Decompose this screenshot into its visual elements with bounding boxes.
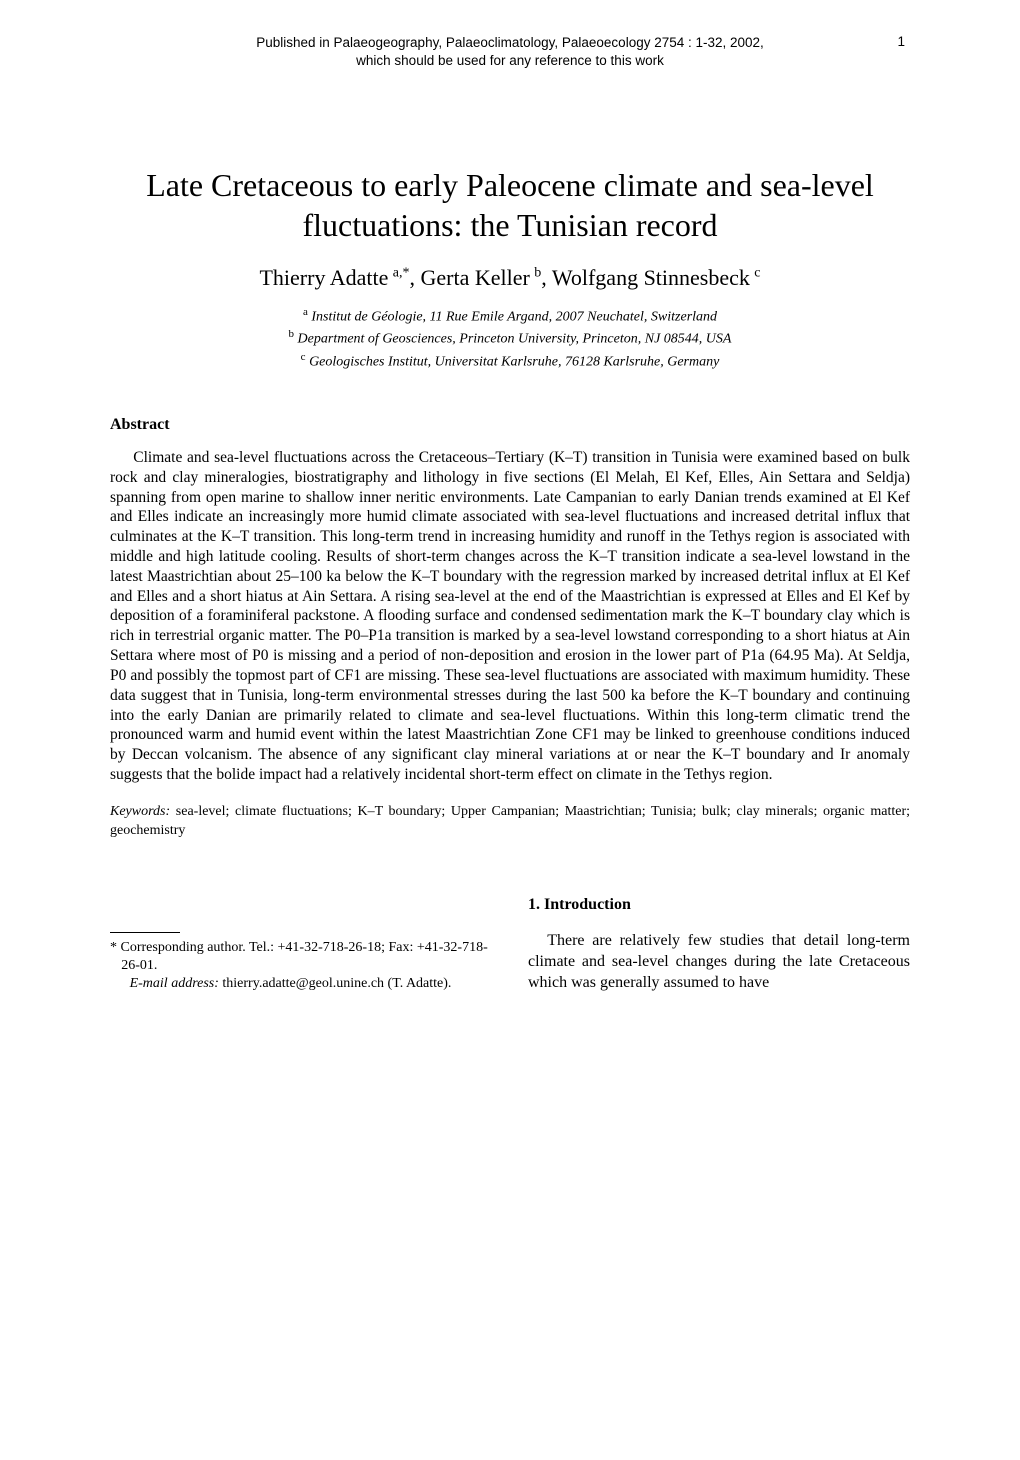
affiliation: a Institut de Géologie, 11 Rue Emile Arg… (110, 305, 910, 327)
left-column: * Corresponding author. Tel.: +41-32-718… (110, 895, 492, 994)
right-column: 1. Introduction There are relatively few… (528, 895, 910, 994)
email-label: E-mail address: (130, 976, 219, 991)
author-mark: a,* (393, 266, 410, 281)
body-columns: * Corresponding author. Tel.: +41-32-718… (110, 895, 910, 994)
keywords: Keywords: sea-level; climate fluctuation… (110, 803, 910, 841)
author-mark: b (534, 266, 541, 281)
publication-header-line2: which should be used for any reference t… (110, 52, 910, 70)
author-name: Gerta Keller (421, 265, 530, 290)
affiliation-text: Geologisches Institut, Universitat Karls… (309, 354, 719, 369)
publication-header-line1: Published in Palaeogeography, Palaeoclim… (110, 34, 910, 52)
email-footnote: E-mail address: thierry.adatte@geol.unin… (110, 975, 492, 993)
introduction-heading: 1. Introduction (528, 895, 910, 915)
keywords-label: Keywords: (110, 804, 170, 819)
abstract-section: Abstract Climate and sea-level fluctuati… (110, 416, 910, 785)
paper-title: Late Cretaceous to early Paleocene clima… (110, 165, 910, 245)
introduction-paragraph: There are relatively few studies that de… (528, 931, 910, 993)
author-name: Wolfgang Stinnesbeck (552, 265, 750, 290)
affiliations: a Institut de Géologie, 11 Rue Emile Arg… (110, 305, 910, 372)
affiliation: b Department of Geosciences, Princeton U… (110, 327, 910, 349)
keywords-values: sea-level; climate fluctuations; K–T bou… (110, 804, 910, 838)
abstract-text: Climate and sea-level fluctuations acros… (110, 448, 910, 785)
affiliation-mark: b (289, 328, 295, 340)
publication-header: Published in Palaeogeography, Palaeoclim… (110, 34, 910, 69)
corresponding-author-footnote: * Corresponding author. Tel.: +41-32-718… (110, 939, 492, 975)
author-mark: c (754, 266, 760, 281)
footnote-rule (110, 932, 180, 933)
affiliation-text: Institut de Géologie, 11 Rue Emile Argan… (311, 310, 717, 325)
author-list: Thierry Adatte a,*, Gerta Keller b, Wolf… (110, 265, 910, 291)
abstract-heading: Abstract (110, 416, 910, 434)
affiliation: c Geologisches Institut, Universitat Kar… (110, 350, 910, 372)
author-name: Thierry Adatte (259, 265, 388, 290)
affiliation-mark: c (301, 351, 306, 363)
affiliation-mark: a (303, 306, 308, 318)
email-value: thierry.adatte@geol.unine.ch (T. Adatte)… (222, 976, 451, 991)
affiliation-text: Department of Geosciences, Princeton Uni… (298, 332, 732, 347)
page-number: 1 (897, 34, 905, 49)
corresponding-author-text: Corresponding author. Tel.: +41-32-718-2… (121, 940, 488, 973)
